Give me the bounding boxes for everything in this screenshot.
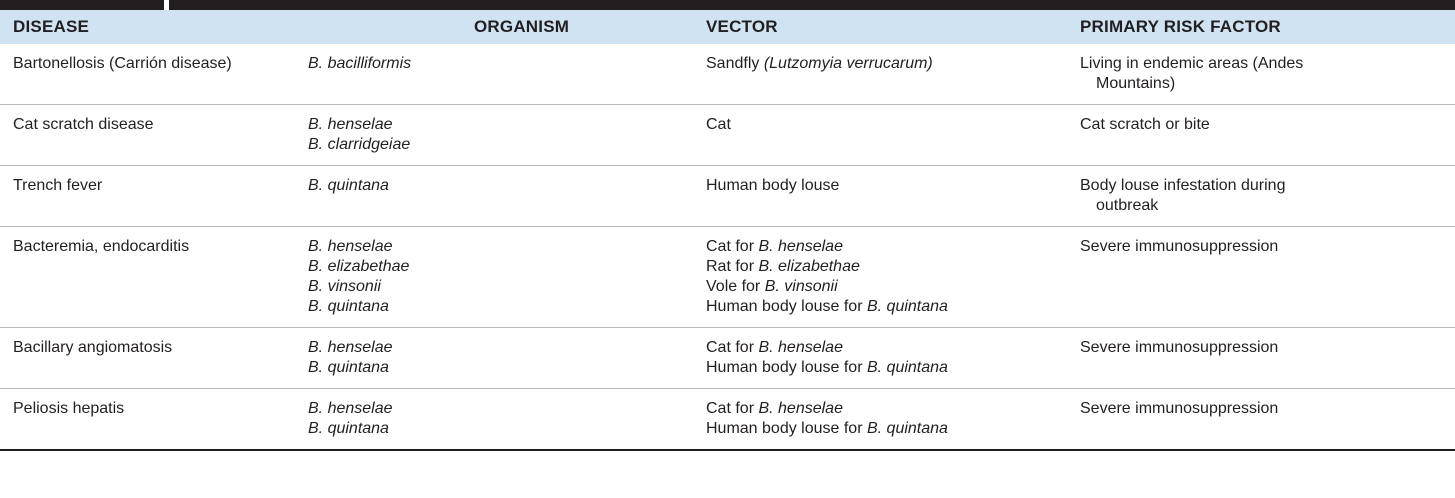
cell-vector: Sandfly (Lutzomyia verrucarum) bbox=[700, 44, 1052, 105]
organism-name: B. bacilliformis bbox=[308, 55, 412, 72]
vector-host: Cat for bbox=[706, 339, 759, 356]
cell-organism: B. henselae B. elizabethae B. vinsonii B. q… bbox=[308, 226, 700, 328]
vector-species: B. quintana bbox=[866, 420, 948, 437]
cell-organism: B. henselae B. clarridgeiae bbox=[308, 104, 700, 166]
cell-vector: Cat for B. henselae Human body louse for … bbox=[700, 388, 1052, 451]
vector-line: Cat for B. henselae bbox=[706, 338, 1052, 358]
cell-primary-risk-factor: Living in endemic areas (Andes Mountains) bbox=[1052, 44, 1455, 105]
vector-line: Vole for B. vinsonii bbox=[706, 277, 1052, 297]
organism-name: B. henselae bbox=[308, 238, 393, 255]
vector-line: Sandfly (Lutzomyia verrucarum) bbox=[706, 54, 1052, 74]
organism-name: B. henselae bbox=[308, 116, 393, 133]
risk-text-continued: Mountains) bbox=[1096, 75, 1176, 92]
vector-host: Human body louse for bbox=[706, 420, 867, 437]
organism-name: B. quintana bbox=[308, 298, 389, 315]
header-disease: DISEASE bbox=[0, 10, 474, 44]
cell-vector: Cat for B. henselae Human body louse for … bbox=[700, 327, 1052, 389]
risk-text: Living in endemic areas (Andes bbox=[1080, 55, 1304, 72]
cell-primary-risk-factor: Severe immunosuppression bbox=[1052, 226, 1455, 328]
risk-text: Severe immunosuppression bbox=[1080, 400, 1279, 417]
vector-host: Vole for bbox=[706, 278, 765, 295]
cell-organism: B. henselae B. quintana bbox=[308, 388, 700, 451]
vector-line: Cat for B. henselae bbox=[706, 399, 1052, 419]
vector-species: B. quintana bbox=[866, 359, 948, 376]
organism-name: B. clarridgeiae bbox=[308, 136, 411, 153]
cell-disease: Bartonellosis (Carrión disease) bbox=[0, 44, 474, 105]
organism-name: B. quintana bbox=[308, 420, 389, 437]
risk-text: Cat scratch or bite bbox=[1080, 116, 1210, 133]
cell-primary-risk-factor: Severe immunosuppression bbox=[1052, 388, 1455, 451]
table-row: Bartonellosis (Carrión disease) B. bacill… bbox=[0, 44, 1455, 105]
cell-vector: Cat for B. henselae Rat for B. elizabetha… bbox=[700, 226, 1052, 328]
risk-text-continued: outbreak bbox=[1096, 197, 1159, 214]
table-row: Bacteremia, endocarditis B. henselae B. el… bbox=[0, 226, 1455, 328]
vector-line: Cat bbox=[706, 115, 1052, 135]
header-primary-risk-factor: PRIMARY RISK FACTOR bbox=[1052, 10, 1455, 44]
vector-host: Cat bbox=[706, 116, 731, 133]
vector-host: Cat for bbox=[706, 400, 759, 417]
vector-line: Human body louse for B. quintana bbox=[706, 358, 1052, 378]
table-row: Cat scratch disease B. henselae B. clarrid… bbox=[0, 104, 1455, 166]
vector-species: B. quintana bbox=[866, 298, 948, 315]
organism-name: B. vinsonii bbox=[308, 278, 381, 295]
cell-disease: Trench fever bbox=[0, 165, 474, 227]
cell-primary-risk-factor: Severe immunosuppression bbox=[1052, 327, 1455, 389]
cell-organism: B. bacilliformis bbox=[308, 44, 700, 105]
vector-line: Human body louse bbox=[706, 176, 1052, 196]
header-organism: ORGANISM bbox=[474, 10, 700, 44]
vector-host: Human body louse for bbox=[706, 359, 867, 376]
vector-species: B. henselae bbox=[758, 238, 843, 255]
top-rule bbox=[0, 0, 1455, 10]
vector-host: Rat for bbox=[706, 258, 759, 275]
organism-name: B. elizabethae bbox=[308, 258, 410, 275]
vector-species: B. elizabethae bbox=[758, 258, 860, 275]
table-body: Bartonellosis (Carrión disease) B. bacill… bbox=[0, 44, 1455, 451]
organism-name: B. henselae bbox=[308, 339, 393, 356]
table-row: Trench fever B. quintana Human body louse B… bbox=[0, 165, 1455, 227]
cell-organism: B. quintana bbox=[308, 165, 700, 227]
vector-host: Human body louse for bbox=[706, 298, 867, 315]
cell-primary-risk-factor: Cat scratch or bite bbox=[1052, 104, 1455, 166]
vector-species: B. vinsonii bbox=[764, 278, 838, 295]
risk-text: Body louse infestation during bbox=[1080, 177, 1286, 194]
cell-vector: Human body louse bbox=[700, 165, 1052, 227]
cell-disease: Peliosis hepatis bbox=[0, 388, 474, 451]
vector-species: (Lutzomyia verrucarum) bbox=[763, 55, 933, 72]
table-header-row: DISEASE ORGANISM VECTOR PRIMARY RISK FAC… bbox=[0, 10, 1455, 44]
cell-organism: B. henselae B. quintana bbox=[308, 327, 700, 389]
organism-name: B. henselae bbox=[308, 400, 393, 417]
cell-disease: Bacillary angiomatosis bbox=[0, 327, 474, 389]
organism-name: B. quintana bbox=[308, 359, 389, 376]
vector-species: B. henselae bbox=[758, 339, 843, 356]
risk-text: Severe immunosuppression bbox=[1080, 339, 1279, 356]
vector-host: Sandfly bbox=[706, 55, 764, 72]
vector-species: B. henselae bbox=[758, 400, 843, 417]
organism-name: B. quintana bbox=[308, 177, 389, 194]
vector-line: Human body louse for B. quintana bbox=[706, 297, 1052, 317]
header-vector: VECTOR bbox=[700, 10, 1052, 44]
cell-disease: Cat scratch disease bbox=[0, 104, 474, 166]
top-rule-notch bbox=[164, 0, 169, 10]
vector-line: Rat for B. elizabethae bbox=[706, 257, 1052, 277]
vector-host: Cat for bbox=[706, 238, 759, 255]
risk-text: Severe immunosuppression bbox=[1080, 238, 1279, 255]
table-row: Peliosis hepatis B. henselae B. quintana Ca… bbox=[0, 388, 1455, 451]
cell-vector: Cat bbox=[700, 104, 1052, 166]
vector-line: Cat for B. henselae bbox=[706, 237, 1052, 257]
vector-line: Human body louse for B. quintana bbox=[706, 419, 1052, 439]
table-row: Bacillary angiomatosis B. henselae B. quin… bbox=[0, 327, 1455, 389]
cell-disease: Bacteremia, endocarditis bbox=[0, 226, 474, 328]
vector-host: Human body louse bbox=[706, 177, 840, 194]
cell-primary-risk-factor: Body louse infestation during outbreak bbox=[1052, 165, 1455, 227]
bartonella-diseases-table: DISEASE ORGANISM VECTOR PRIMARY RISK FAC… bbox=[0, 10, 1455, 451]
